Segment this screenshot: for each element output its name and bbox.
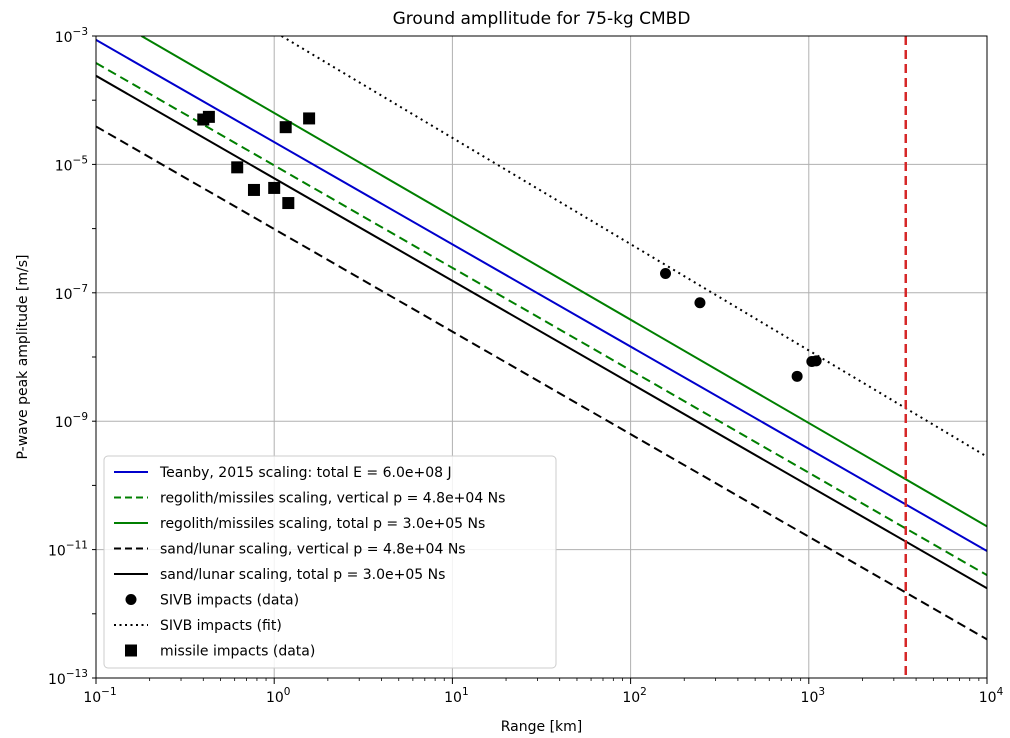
series-line-1 <box>96 62 987 577</box>
sivb-data-point <box>791 370 803 382</box>
legend-label-4: sand/lunar scaling, total p = 3.0e+05 Ns <box>160 567 445 583</box>
missile-data-point <box>282 197 295 210</box>
y-tick-label: 10−7 <box>55 283 88 303</box>
legend-handle-5 <box>125 594 137 605</box>
series-line-4 <box>96 74 987 590</box>
legend-handle-7 <box>125 644 137 657</box>
x-tick-label: 100 <box>266 686 291 706</box>
legend: Teanby, 2015 scaling: total E = 6.0e+08 … <box>103 455 557 669</box>
missile-data-point <box>231 161 244 174</box>
legend-label-1: regolith/missiles scaling, vertical p = … <box>160 491 505 507</box>
x-axis-label: Range [km] <box>501 719 583 735</box>
legend-box <box>103 455 557 669</box>
legend-label-5: SIVB impacts (data) <box>160 593 299 609</box>
y-axis-label: P-wave peak amplitude [m/s] <box>15 255 31 460</box>
sivb-data-point <box>810 355 822 367</box>
x-tick-label: 104 <box>979 686 1004 706</box>
missile-data-point <box>247 183 260 196</box>
sivb-data-point <box>660 267 672 279</box>
missile-data-point <box>268 181 281 194</box>
tick-layer: 10−1 100 101 102 103 104 10−13 10−11 10−9 10−7 10−… <box>48 26 1004 706</box>
x-tick-label: 10−1 <box>83 686 116 706</box>
legend-label-2: regolith/missiles scaling, total p = 3.0… <box>160 516 485 532</box>
x-tick-label: 103 <box>801 686 826 706</box>
chart-title: Ground ampllitude for 75-kg CMBD <box>393 9 691 29</box>
x-tick-label: 101 <box>444 686 469 706</box>
series-line-3 <box>96 125 987 641</box>
y-tick-label: 10−13 <box>48 668 88 688</box>
legend-label-7: missile impacts (data) <box>160 644 315 660</box>
y-tick-label: 10−3 <box>55 26 88 46</box>
y-tick-label: 10−11 <box>48 540 88 560</box>
missile-data-point <box>279 121 292 134</box>
y-tick-label: 10−5 <box>55 154 88 174</box>
sivb-data-point <box>694 297 706 309</box>
legend-label-6: SIVB impacts (fit) <box>160 618 282 634</box>
missile-data-point <box>202 110 215 123</box>
series-line-6 <box>281 36 987 458</box>
series-layer <box>96 36 987 678</box>
legend-label-3: sand/lunar scaling, vertical p = 4.8e+04… <box>160 542 466 558</box>
series-line-2 <box>140 36 987 528</box>
missile-data-point <box>303 112 316 125</box>
legend-label-0: Teanby, 2015 scaling: total E = 6.0e+08 … <box>159 465 452 481</box>
x-tick-label: 102 <box>622 686 647 706</box>
series-line-0 <box>96 39 987 552</box>
y-tick-label: 10−9 <box>55 411 88 431</box>
